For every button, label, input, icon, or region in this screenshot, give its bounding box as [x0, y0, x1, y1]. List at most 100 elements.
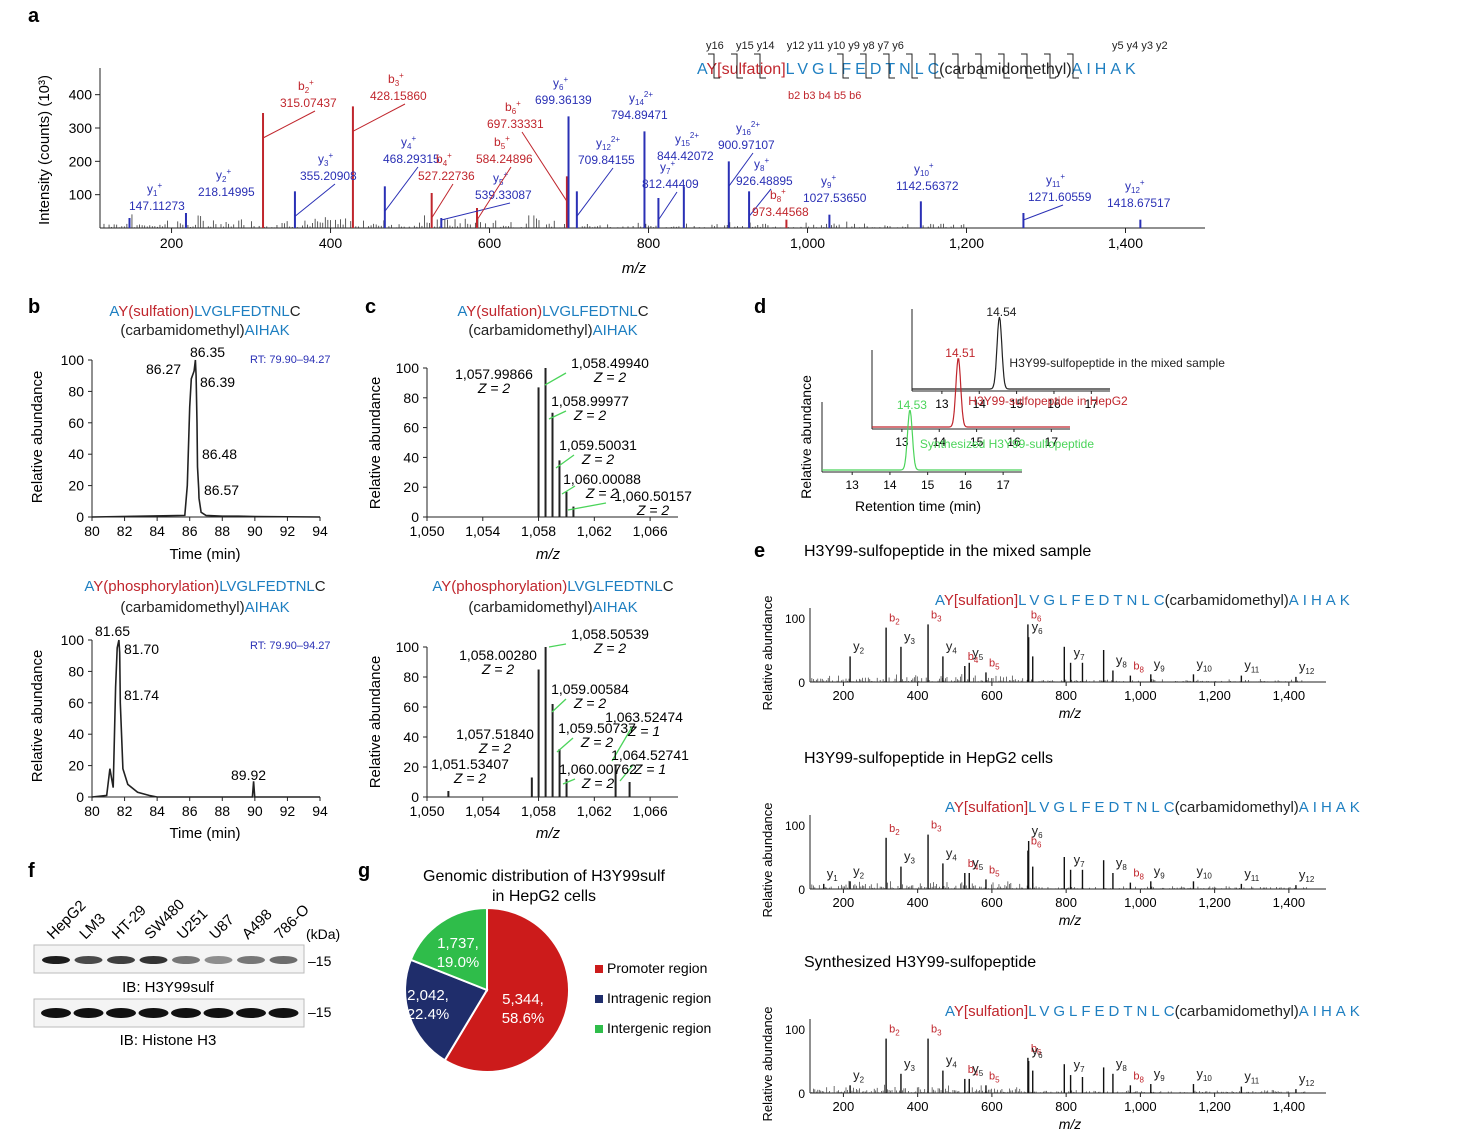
- c-leader: [548, 410, 567, 420]
- d-peak-label: 14.54: [986, 305, 1016, 319]
- a-ytick-label: 200: [69, 153, 93, 169]
- b-top-ylabel: Relative abundance: [29, 371, 46, 504]
- e-xtick-label: 800: [1055, 688, 1077, 703]
- c-mz-label: 1,058.49940: [571, 355, 649, 371]
- g-pie-slice: [443, 906, 570, 1073]
- b-xtick-label: 86: [182, 803, 198, 819]
- d-xtick-label: 17: [1045, 435, 1059, 449]
- b-top-title-1: AY(sulfation)LVGLFEDTNLC: [109, 303, 300, 320]
- e-sequence: AY[sulfation]LVGLFEDTNLC(carbamidomethyl…: [935, 592, 1354, 609]
- a-ion-name: b2+: [298, 78, 314, 95]
- e-ion-label: y10: [1196, 656, 1212, 673]
- b-xtick-label: 90: [247, 523, 263, 539]
- g-title-2: in HepG2 cells: [492, 888, 596, 905]
- g-slice-pct: 58.6%: [502, 1010, 545, 1027]
- a-ion-name: y6+: [553, 75, 568, 92]
- a-ion-name: y5+: [493, 170, 508, 187]
- e-ytick-label: 0: [798, 676, 805, 690]
- f-band-histone-h3: [171, 1008, 201, 1018]
- f-band-h3y99sulf: [172, 956, 200, 964]
- a-bracket: [975, 53, 987, 79]
- b-bottom-title-2: (carbamidomethyl)AIHAK: [120, 599, 289, 616]
- e-spectrum-title: H3Y99-sulfopeptide in the mixed sample: [804, 543, 1091, 560]
- f-lane-label: U87: [206, 911, 237, 942]
- b-xtick-label: 82: [117, 803, 133, 819]
- d-xtick-label: 14: [973, 397, 987, 411]
- b-trace: [91, 359, 321, 518]
- c-z-label: Z = 2: [636, 502, 670, 518]
- e-ion-label: y4: [946, 845, 958, 862]
- c-z-label: Z = 2: [585, 485, 619, 501]
- a-mz-label: 218.14995: [198, 185, 255, 199]
- a-leader: [441, 202, 511, 221]
- b-top-title-2: (carbamidomethyl)AIHAK: [120, 322, 289, 339]
- a-mz-label: 1271.60559: [1028, 190, 1092, 204]
- e-ion-label: y2: [853, 638, 865, 655]
- e-ion-label: y11: [1244, 1069, 1259, 1086]
- panel-b-chromatograms: AY(sulfation)LVGLFEDTNLC (carbamidomethy…: [29, 303, 331, 842]
- a-ion-name: y162+: [736, 120, 760, 137]
- a-xtick-label: 1,400: [1108, 235, 1143, 251]
- e-ion-label: y5: [972, 1061, 984, 1078]
- a-mz-label: 584.24896: [476, 152, 533, 166]
- a-ytick-label: 300: [69, 120, 93, 136]
- c-top-ylabel: Relative abundance: [367, 377, 384, 510]
- a-xtick-label: 1,200: [949, 235, 984, 251]
- c-leader: [611, 726, 633, 762]
- a-ion-name: y7+: [660, 159, 675, 176]
- a-mz-label: 1027.53650: [803, 191, 867, 205]
- a-bracket: [837, 53, 849, 79]
- c-z-label: Z = 2: [477, 380, 511, 396]
- e-ion-label: y9: [1154, 1066, 1166, 1083]
- e-sequence: AY[sulfation]LVGLFEDTNLC(carbamidomethyl…: [945, 799, 1364, 816]
- a-mz-label: 699.36139: [535, 93, 592, 107]
- b-ytick-label: 100: [61, 352, 85, 368]
- d-trace: [822, 410, 1022, 471]
- e-ion-label: y7: [1074, 645, 1086, 662]
- c-top-title-2: (carbamidomethyl)AIHAK: [468, 322, 637, 339]
- a-mz-label: 1142.56372: [896, 179, 959, 193]
- b-xtick-label: 80: [84, 803, 100, 819]
- panel-d-retention: Relative abundance Retention time (min) …: [798, 305, 1225, 514]
- a-leader: [476, 166, 512, 221]
- a-ion-name: b3+: [388, 71, 404, 88]
- e-ion-label: b6: [1031, 836, 1042, 850]
- f-band-h3y99sulf: [139, 956, 168, 964]
- f-band-h3y99sulf: [42, 956, 70, 964]
- c-z-label: Z = 2: [453, 770, 487, 786]
- e-ion-label: b8: [1133, 661, 1144, 675]
- e-spectrum-title: Synthesized H3Y99-sulfopeptide: [804, 954, 1036, 971]
- e-ion-label: b5: [989, 657, 1000, 671]
- e-ion-label: y2: [853, 1067, 865, 1084]
- a-leader: [431, 183, 454, 219]
- a-leader: [352, 103, 406, 132]
- b-xtick-label: 94: [312, 523, 328, 539]
- f-blot1-label: IB: H3Y99sulf: [122, 979, 215, 996]
- e-ylabel: Relative abundance: [760, 1007, 775, 1122]
- c-z-label: Z = 2: [593, 640, 627, 656]
- e-ion-label: b5: [989, 864, 1000, 878]
- panel-letter-a: a: [28, 5, 40, 27]
- e-xtick-label: 200: [833, 688, 855, 703]
- a-ion-name: y10+: [914, 161, 934, 178]
- a-mz-label: 812.44409: [642, 177, 699, 191]
- d-trace: [912, 316, 1110, 390]
- c-xtick-label: 1,062: [577, 523, 612, 539]
- a-ion-name: b5+: [494, 134, 510, 151]
- d-trace-label: Synthesized H3Y99-sulfopeptide: [920, 437, 1094, 451]
- a-mz-label: 794.89471: [611, 108, 668, 122]
- f-band-h3y99sulf: [107, 956, 135, 964]
- f-band-h3y99sulf: [269, 956, 298, 964]
- c-mz-label: 1,058.00280: [459, 647, 537, 663]
- b-bottom-ylabel: Relative abundance: [29, 650, 46, 783]
- c-z-label: Z = 2: [478, 740, 512, 756]
- a-leader: [658, 191, 678, 221]
- c-z-label: Z = 2: [580, 734, 614, 750]
- e-ytick-label: 100: [785, 612, 805, 626]
- a-mz-label: 147.11273: [129, 199, 185, 213]
- c-xtick-label: 1,054: [465, 523, 500, 539]
- e-ion-label: y1: [827, 866, 839, 883]
- g-slice-pct: 22.4%: [407, 1006, 450, 1023]
- e-ion-label: y2: [853, 863, 865, 880]
- b-ytick-label: 80: [68, 663, 84, 679]
